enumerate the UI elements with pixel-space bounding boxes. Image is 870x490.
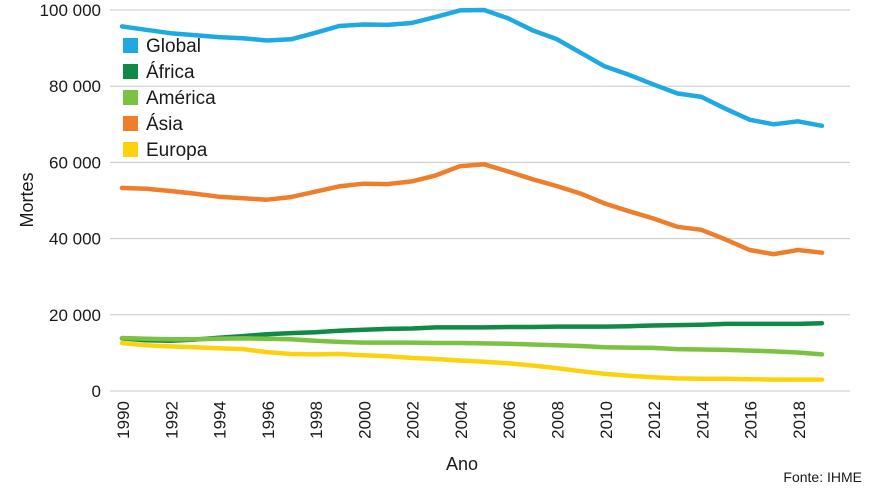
x-tick-label: 2008 [548,401,567,439]
series-lines [119,7,825,382]
legend-label: América [146,88,216,109]
legend-swatch [123,90,138,105]
x-tick-label: 2004 [452,401,471,439]
y-axis-tick-labels: 0 20 000 40 000 60 000 80 000 100 000 [40,1,101,401]
x-tick-label: 2010 [597,401,616,439]
series-line-0 [119,7,825,129]
y-tick-label: 40 000 [49,230,101,249]
series-line-4 [119,340,825,382]
legend-label: Ásia [146,114,183,135]
x-tick-label: 2006 [500,401,519,439]
x-tick-label: 2016 [742,401,761,439]
y-tick-label: 60 000 [49,153,101,172]
x-tick-label: 1992 [162,401,181,439]
x-tick-label: 2000 [355,401,374,439]
source-note: Fonte: IHME [783,469,862,485]
y-tick-label: 80 000 [49,77,101,96]
legend-swatch [123,38,138,53]
x-tick-label: 2002 [404,401,423,439]
x-tick-label: 1994 [211,401,230,439]
legend-label: África [146,62,195,83]
x-tick-label: 2012 [645,401,664,439]
legend-label: Europa [146,140,208,161]
series-line-2 [119,335,825,357]
legend-label: Global [146,36,201,57]
x-tick-label: 2014 [693,401,712,439]
y-tick-label: 100 000 [40,1,101,20]
y-tick-label: 20 000 [49,306,101,325]
y-tick-label: 0 [92,382,101,401]
x-tick-label: 1990 [114,401,133,439]
legend-swatch [123,142,138,157]
legend-swatch [123,64,138,79]
y-axis-title: Mortes [17,172,37,227]
series-line-3 [119,162,825,257]
x-axis-tick-labels: 1990 1992 1994 1996 1998 2000 2002 2004 2006 2008… [114,401,809,439]
x-axis-title: Ano [446,454,478,474]
x-tick-label: 2018 [790,401,809,439]
legend: Global África América Ásia Europa [123,36,216,161]
legend-swatch [123,116,138,131]
x-tick-label: 1996 [259,401,278,439]
x-tick-label: 1998 [307,401,326,439]
